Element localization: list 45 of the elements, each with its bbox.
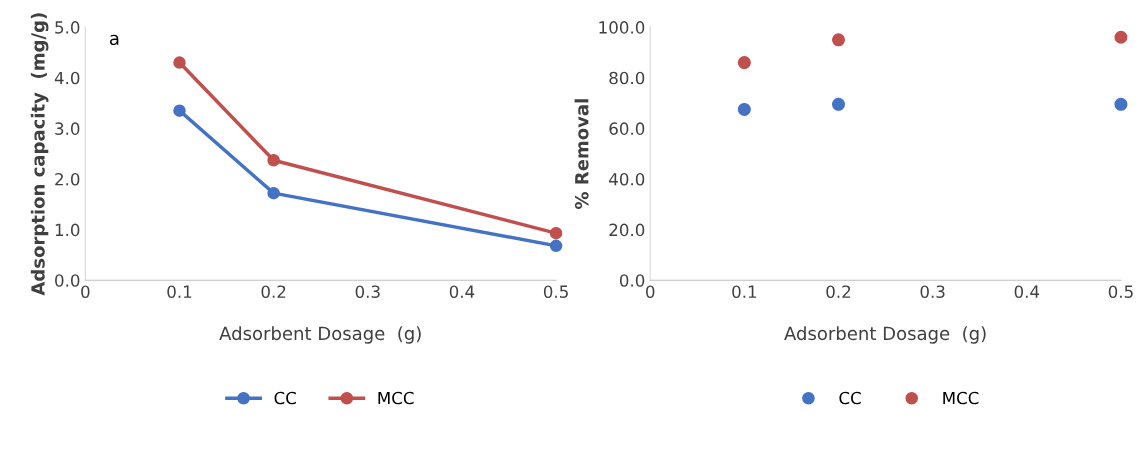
x-tick-label: 0 bbox=[81, 285, 90, 298]
point bbox=[831, 33, 846, 47]
y-tick-label: 3.0 bbox=[55, 122, 80, 135]
y-tick-label: 60.0 bbox=[609, 122, 645, 135]
point bbox=[549, 239, 563, 253]
x-tick-label: 0 bbox=[646, 285, 655, 298]
point bbox=[1114, 30, 1128, 44]
y-axis-title: % Removal bbox=[574, 99, 589, 210]
legend-label: MCC bbox=[378, 391, 414, 405]
x-tick-label: 0.5 bbox=[543, 285, 568, 298]
y-tick-label: 1.0 bbox=[55, 223, 80, 237]
point bbox=[267, 186, 280, 200]
point bbox=[737, 102, 751, 116]
x-tick-label: 0.3 bbox=[920, 285, 945, 298]
y-tick-label: 4.0 bbox=[54, 71, 80, 85]
x-axis-title: Adsorbent Dosage (g) bbox=[784, 326, 986, 344]
legend-label: MCC bbox=[943, 391, 979, 405]
point bbox=[737, 56, 751, 70]
x-tick-label: 0.4 bbox=[449, 285, 475, 298]
x-tick-label: 0.1 bbox=[732, 285, 757, 298]
x-tick-label: 0.4 bbox=[1014, 285, 1040, 298]
y-axis-title: Adsorption capacity (mg/g) bbox=[30, 13, 49, 296]
point bbox=[1114, 97, 1128, 111]
x-tick-label: 0.2 bbox=[826, 285, 851, 298]
x-tick-label: 0.3 bbox=[355, 285, 380, 298]
y-tick-label: 80.0 bbox=[609, 71, 645, 85]
point bbox=[173, 56, 186, 69]
y-tick-label: 20.0 bbox=[609, 223, 645, 237]
y-tick-label: 40.0 bbox=[609, 172, 645, 186]
legend-label: CC bbox=[274, 391, 296, 405]
x-tick-label: 0.1 bbox=[167, 285, 192, 298]
point bbox=[173, 104, 186, 117]
y-tick-label: 5.0 bbox=[55, 21, 80, 34]
y-tick-label: 2.0 bbox=[55, 172, 80, 186]
legend-label: CC bbox=[839, 391, 861, 405]
y-tick-label: 100.0 bbox=[599, 21, 645, 34]
y-tick-label: 0.0 bbox=[619, 274, 645, 287]
annotation: a bbox=[109, 34, 119, 46]
point bbox=[267, 154, 280, 167]
y-tick-label: 0.0 bbox=[55, 274, 80, 287]
point bbox=[831, 97, 846, 111]
x-axis-title: Adsorbent Dosage (g) bbox=[219, 326, 421, 344]
x-tick-label: 0.2 bbox=[261, 285, 286, 298]
point bbox=[549, 226, 563, 240]
x-tick-label: 0.5 bbox=[1108, 285, 1133, 298]
